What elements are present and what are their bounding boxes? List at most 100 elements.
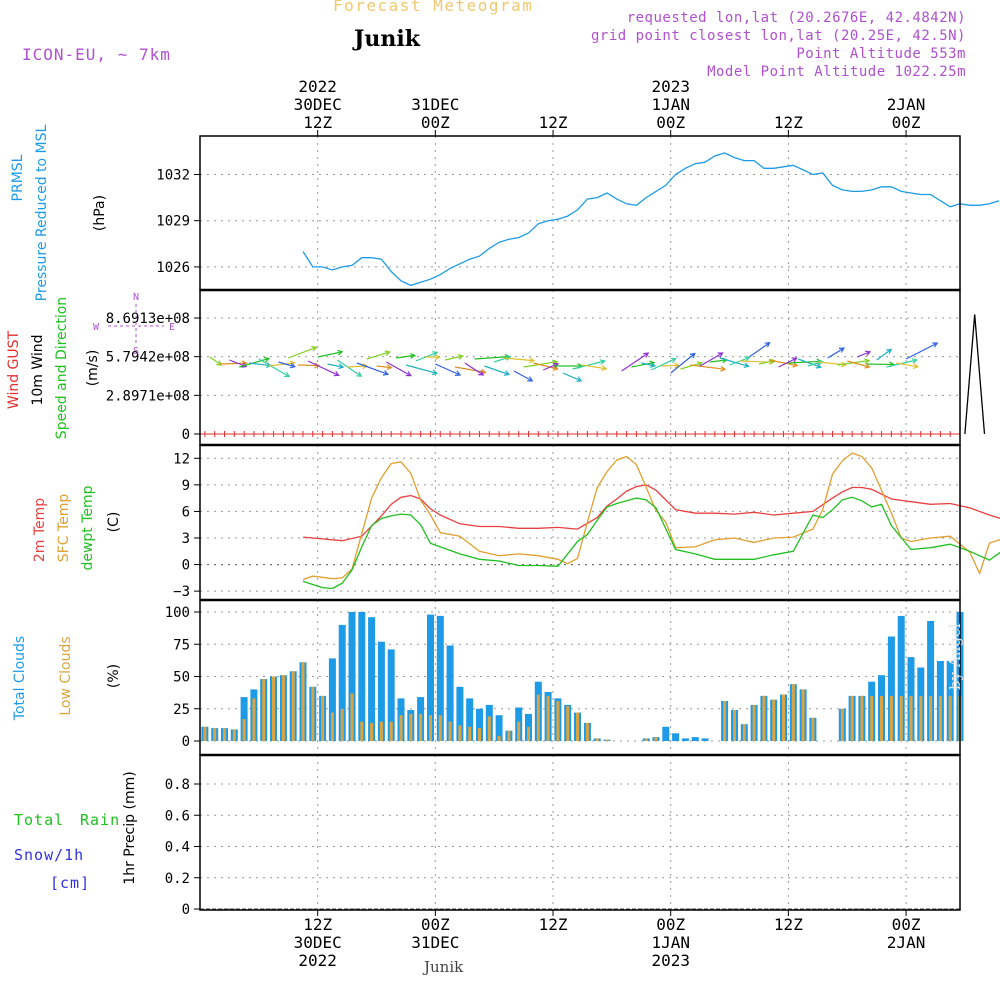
wind-arrow-head — [670, 357, 677, 363]
low-cloud-bar — [223, 728, 226, 741]
low-cloud-bar — [232, 729, 236, 741]
temperature-label-sfc: SFC Temp — [56, 494, 72, 563]
low-cloud-bar — [742, 724, 746, 741]
wind-arrow-head — [384, 350, 391, 357]
low-cloud-bar — [458, 725, 462, 741]
requested-coords: requested lon,lat (20.2676E, 42.4842N) — [626, 10, 966, 26]
total-cloud-bar — [348, 612, 356, 741]
low-cloud-bar — [262, 679, 266, 741]
time-label-top: 2022 — [298, 77, 337, 96]
total-cloud-bar — [427, 614, 434, 741]
wind-arrow-head — [241, 362, 248, 368]
pressure-label-prmsl: PRMSL — [10, 154, 26, 201]
compass: N S W E — [93, 292, 175, 357]
wind-arrow-head — [792, 361, 799, 368]
precipitation-panel-frame — [199, 754, 961, 911]
wind-arrow — [248, 362, 271, 367]
wind-arrow — [298, 364, 320, 367]
wind-arrow-head — [744, 356, 751, 362]
low-cloud-bar — [379, 721, 383, 741]
precip-tick-label: 0 — [182, 902, 190, 918]
low-cloud-bar — [438, 715, 442, 741]
clouds-tick-label: 50 — [173, 670, 190, 686]
time-label-top: 2JAN — [887, 95, 926, 114]
wind-arrow — [758, 360, 775, 365]
wind-arrow-head — [576, 376, 583, 382]
wind-arrow — [405, 364, 437, 374]
wind-arrow — [503, 357, 534, 362]
wind-arrow-head — [864, 363, 871, 369]
wind-arrow — [905, 342, 938, 360]
wind-arrow — [866, 363, 894, 366]
low-cloud-bar — [791, 684, 795, 741]
pressure-tick-label: 1029 — [156, 214, 190, 230]
total-cloud-bar — [887, 636, 895, 741]
precip-tick-label: 0.4 — [165, 840, 190, 856]
wind-arrow — [641, 362, 656, 367]
low-cloud-bar — [762, 695, 766, 741]
wind-arrow-head — [263, 356, 271, 363]
wind-arrow-head — [527, 376, 534, 382]
compass-w: W — [93, 322, 100, 333]
low-cloud-bar — [752, 704, 756, 741]
low-cloud-bar — [605, 739, 609, 741]
total-cloud-bar — [436, 615, 444, 741]
wind-arrow — [327, 363, 344, 368]
wind-arrow-head — [478, 370, 485, 376]
total-cloud-bar — [456, 686, 464, 741]
precip-label-snow: Snow/1h — [14, 846, 84, 864]
wind-arrow — [347, 365, 368, 368]
low-cloud-bar — [585, 722, 589, 741]
wind-arrow — [454, 366, 486, 373]
temperature-tick-label: 9 — [182, 478, 190, 494]
temperature-tick-label: −3 — [173, 584, 190, 600]
wind-arrow-head — [333, 370, 340, 377]
wind-arrow-head — [289, 360, 296, 367]
low-cloud-bar — [429, 715, 432, 741]
low-cloud-bar — [321, 695, 325, 741]
low-cloud-bar — [468, 726, 472, 741]
pressure-series-line — [302, 152, 1000, 287]
low-cloud-bar — [860, 695, 864, 741]
low-cloud-bar — [330, 712, 334, 741]
low-cloud-bar — [272, 676, 275, 741]
wind-arrow-head — [505, 355, 512, 361]
point-altitude: Point Altitude 553m — [796, 46, 966, 62]
low-cloud-bar — [478, 728, 481, 741]
total-cloud-bar — [691, 737, 699, 741]
wind-tick-label: 2.8971e+08 — [106, 388, 190, 404]
wind-arrow-head — [911, 358, 918, 364]
low-cloud-bar — [909, 695, 913, 741]
total-cloud-bar — [897, 615, 905, 741]
compass-e: E — [169, 322, 175, 333]
wind-arrow — [719, 357, 749, 367]
low-cloud-bar — [213, 728, 217, 741]
total-cloud-bar — [672, 733, 680, 741]
wind-arrow-head — [932, 342, 939, 348]
time-label-top: 31DEC — [411, 95, 459, 114]
low-cloud-bar — [291, 671, 295, 741]
total-cloud-bar — [446, 645, 454, 741]
low-cloud-bar — [419, 713, 423, 741]
wind-label-10m: 10m Wind — [30, 334, 46, 405]
low-cloud-bar — [811, 717, 815, 741]
wind-arrow — [445, 355, 463, 361]
wind-label-gust: Wind GUST — [6, 330, 22, 409]
temperature-series-dewpt — [302, 496, 1000, 590]
temperature-tick-label: 12 — [173, 451, 190, 467]
time-label-top: 2023 — [651, 77, 690, 96]
wind-arrow — [366, 351, 390, 360]
location-title: Junik — [354, 26, 420, 52]
low-cloud-bar — [723, 701, 727, 741]
low-cloud-bar — [929, 695, 933, 741]
low-cloud-bar — [203, 726, 207, 741]
wind-arrow-head — [650, 362, 657, 368]
low-cloud-bar — [252, 698, 256, 741]
time-label-top: 12Z — [774, 113, 803, 132]
wind-arrow-head — [382, 370, 390, 376]
wind-arrow — [562, 372, 582, 382]
wind-arrow — [699, 352, 723, 367]
wind-arrow — [435, 363, 461, 376]
wind-arrow — [396, 354, 415, 359]
wind-arrow — [748, 342, 770, 358]
